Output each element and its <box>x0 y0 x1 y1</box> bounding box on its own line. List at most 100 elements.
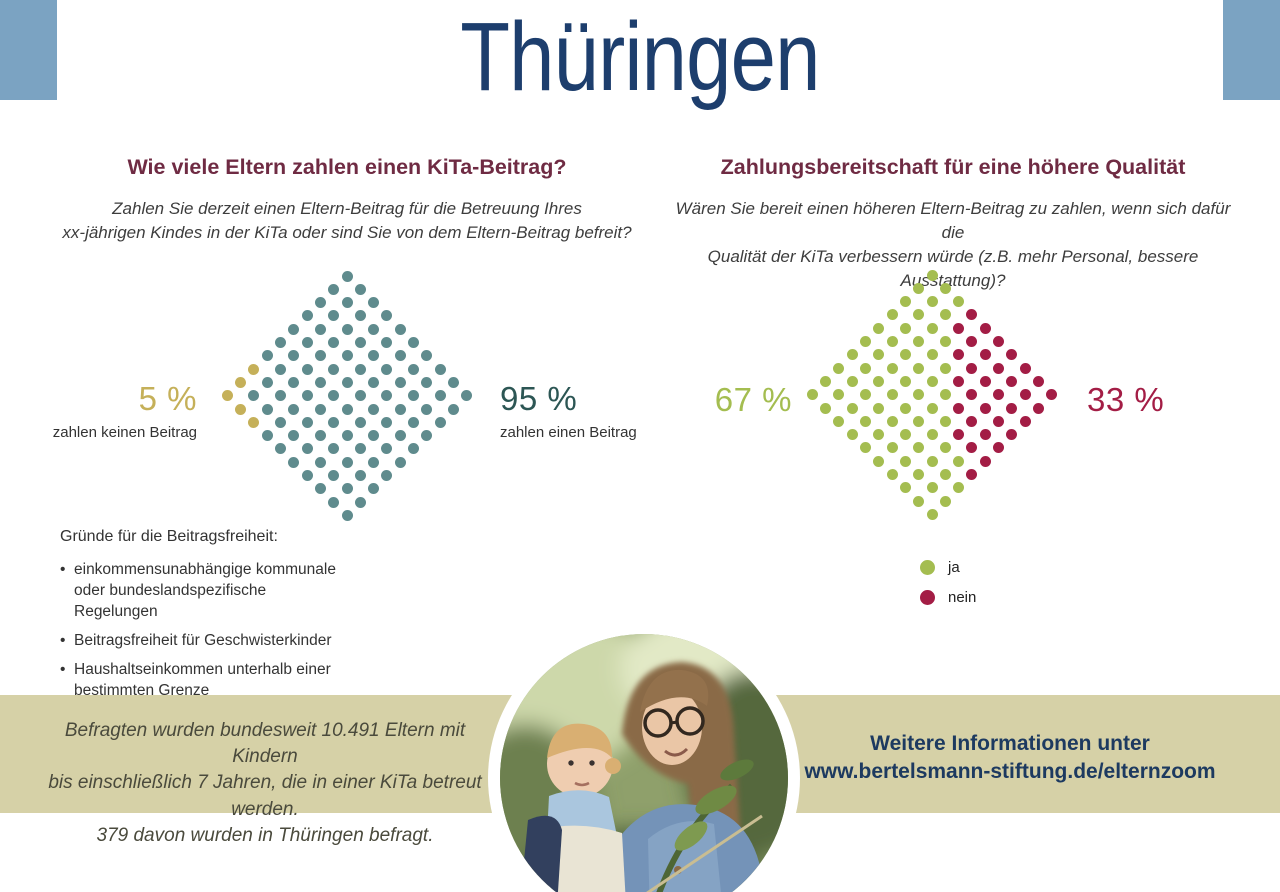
dot <box>939 469 951 480</box>
dot <box>381 310 393 322</box>
dot <box>301 416 313 428</box>
more-info-url: www.bertelsmann-stiftung.de/elternzoom <box>804 759 1216 783</box>
legend-dot-ja-icon <box>920 559 935 575</box>
dot <box>899 482 911 494</box>
dot <box>966 362 978 374</box>
dot <box>408 390 419 402</box>
dot <box>354 337 366 348</box>
dot <box>354 283 366 295</box>
dot <box>248 390 260 402</box>
dot <box>913 336 925 347</box>
dot <box>394 456 406 468</box>
dot <box>886 309 898 321</box>
dot <box>860 362 871 374</box>
dot <box>833 415 845 427</box>
dot <box>820 402 832 414</box>
dot <box>953 402 965 414</box>
dot <box>381 390 393 402</box>
dot <box>899 429 911 441</box>
left-chart-pct-no: 5 % <box>138 380 197 417</box>
survey-note-line3: 379 davon wurden in Thüringen befragt. <box>96 824 434 846</box>
left-chart-question: Zahlen Sie derzeit einen Eltern-Beitrag … <box>58 197 636 245</box>
dot <box>368 456 380 468</box>
dot <box>408 443 419 455</box>
dot <box>288 376 300 388</box>
dot <box>328 416 340 428</box>
dot <box>341 376 353 388</box>
dot <box>833 362 845 374</box>
dot <box>926 429 938 441</box>
dot <box>899 322 911 334</box>
dot <box>235 376 247 388</box>
dot <box>939 282 951 294</box>
dot <box>926 269 938 281</box>
left-chart-pct-yes: 95 % <box>500 380 578 417</box>
dot <box>846 349 858 361</box>
dot <box>314 323 326 335</box>
dot <box>926 482 938 494</box>
dot <box>235 403 247 415</box>
dot <box>354 470 366 481</box>
dot <box>966 469 978 480</box>
dot <box>953 455 965 467</box>
dot <box>979 322 991 334</box>
reasons-list: • einkommensunabhängige kommunale oder b… <box>60 560 390 702</box>
dot <box>301 443 313 455</box>
dot <box>1006 375 1018 387</box>
dot <box>939 336 951 347</box>
dot <box>301 390 313 402</box>
dot <box>434 390 446 402</box>
dot <box>953 482 965 494</box>
dot <box>913 362 925 374</box>
dot <box>261 430 273 442</box>
dot <box>368 483 380 495</box>
dot <box>341 323 353 335</box>
legend: ja nein <box>920 558 976 618</box>
dot <box>846 429 858 441</box>
dot <box>953 349 965 361</box>
dot <box>913 309 925 321</box>
dot <box>886 336 898 347</box>
dot <box>341 297 353 309</box>
dot <box>886 469 898 480</box>
dot <box>873 429 885 441</box>
dot <box>979 349 991 361</box>
dot <box>368 350 380 362</box>
dot <box>926 322 938 334</box>
dot <box>993 415 1004 427</box>
dot <box>314 483 326 495</box>
dot <box>860 442 871 454</box>
dot <box>873 402 885 414</box>
dot <box>261 376 273 388</box>
photo-mother-child <box>500 634 788 892</box>
photo-illustration <box>500 634 788 892</box>
reasons-heading: Gründe für die Beitragsfreiheit: <box>60 528 278 545</box>
dot <box>899 349 911 361</box>
dot <box>354 416 366 428</box>
dot <box>1019 389 1031 401</box>
dot <box>820 375 832 387</box>
dot <box>873 349 885 361</box>
dot <box>899 375 911 387</box>
dot <box>381 470 393 481</box>
dot <box>846 375 858 387</box>
dot <box>381 416 393 428</box>
dot <box>939 495 951 507</box>
dot <box>354 390 366 402</box>
dot <box>328 363 340 375</box>
legend-label-ja: ja <box>948 558 960 576</box>
dot <box>341 350 353 362</box>
dot <box>408 416 419 428</box>
dot <box>966 415 978 427</box>
dot <box>301 337 313 348</box>
dot <box>886 389 898 401</box>
dot <box>341 509 353 521</box>
left-chart-question-line1: Zahlen Sie derzeit einen Eltern-Beitrag … <box>112 199 582 218</box>
dot <box>261 403 273 415</box>
dot <box>860 336 871 347</box>
dot <box>275 363 286 375</box>
dot <box>368 430 380 442</box>
bullet-icon: • <box>60 631 66 649</box>
dot <box>275 337 286 348</box>
dot <box>993 362 1004 374</box>
